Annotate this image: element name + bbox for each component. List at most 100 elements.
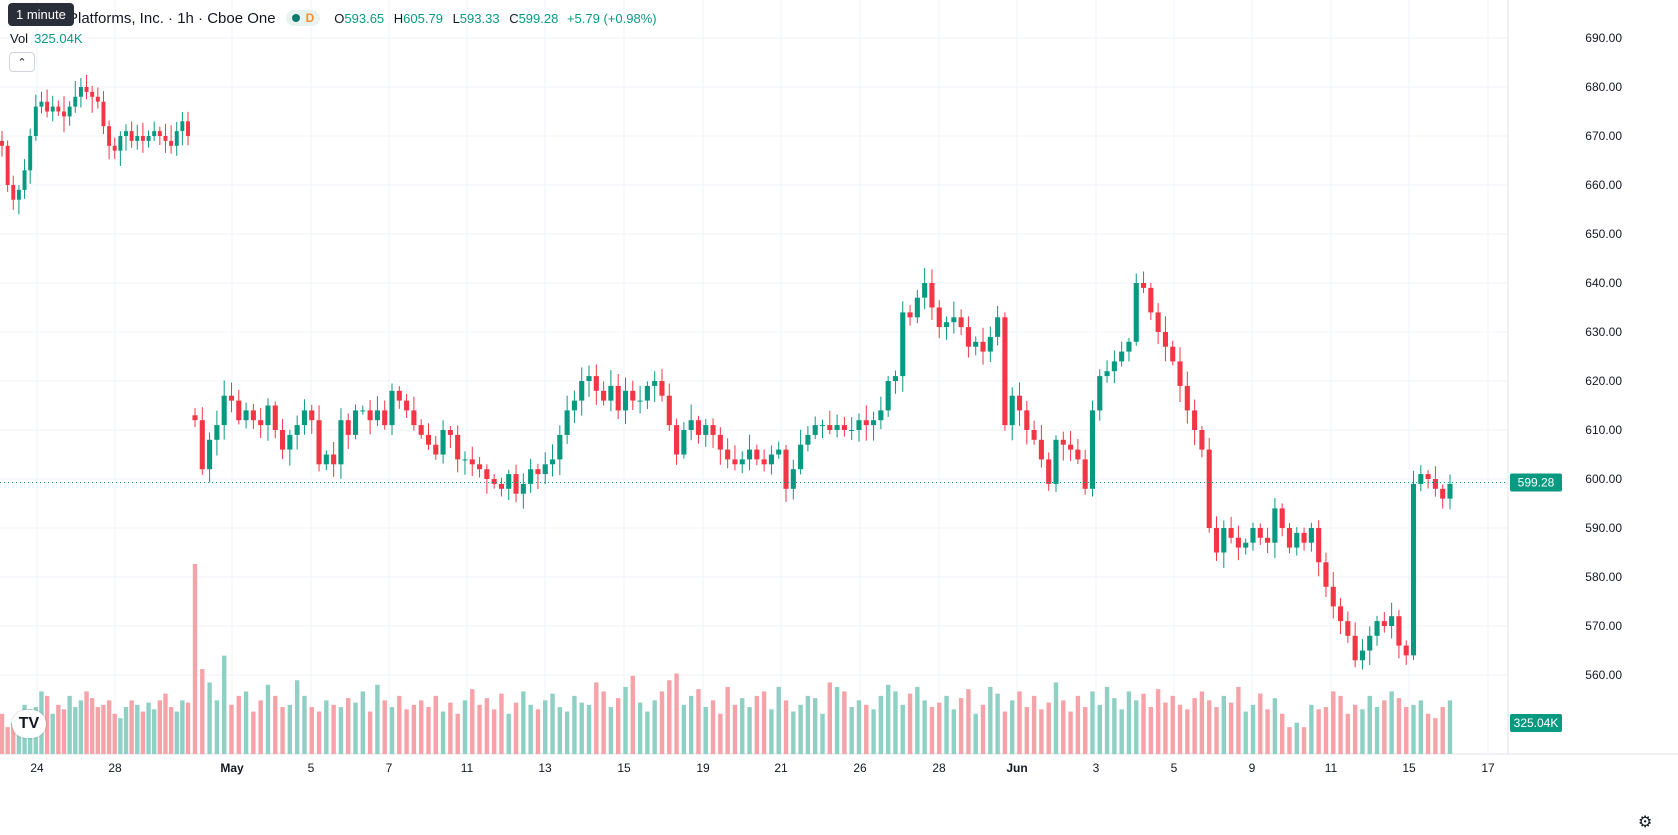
candle	[287, 429, 293, 466]
last-price-badge	[1510, 473, 1562, 492]
volume-bar	[123, 707, 129, 754]
volume-bar	[1170, 695, 1175, 754]
candle-body	[418, 425, 424, 435]
volume-bar	[243, 691, 249, 754]
candle-body	[50, 106, 55, 112]
volume-bar	[207, 682, 212, 754]
volume-bar	[309, 707, 314, 754]
candle	[834, 414, 840, 438]
tradingview-logo[interactable]: TV	[12, 710, 46, 738]
volume-bar	[564, 711, 570, 754]
candle	[608, 370, 614, 412]
candle-body	[630, 390, 636, 401]
candle-body	[1002, 317, 1008, 426]
candle-body	[717, 434, 723, 450]
candle	[1206, 438, 1212, 533]
volume-bar	[455, 713, 460, 754]
candle	[688, 404, 694, 441]
settings-gear-icon[interactable]: ⚙	[1638, 814, 1653, 831]
candle	[1031, 420, 1037, 445]
volume-bar	[1068, 711, 1073, 754]
candle	[506, 469, 512, 501]
candle	[265, 398, 271, 441]
candle	[16, 185, 21, 215]
candle	[1140, 271, 1147, 294]
candle-body	[1104, 371, 1110, 377]
volume-bar	[732, 704, 738, 754]
candle	[447, 425, 453, 449]
candle	[958, 309, 964, 336]
volume-bar	[106, 700, 112, 754]
candle	[250, 403, 256, 429]
volume-bar	[878, 695, 884, 754]
candle	[863, 405, 869, 441]
candle	[1308, 522, 1314, 552]
volume-bar	[180, 700, 185, 754]
candle-body	[1228, 528, 1234, 538]
volume-bar	[798, 704, 803, 754]
candle	[345, 413, 351, 449]
candle-body	[542, 464, 548, 475]
candle-body	[1192, 410, 1198, 430]
volume-bar	[1082, 707, 1088, 754]
volume-bar	[937, 702, 942, 754]
volume-bar	[1418, 700, 1424, 754]
candle	[535, 463, 541, 490]
x-tick-label: 11	[1325, 761, 1338, 775]
candle	[871, 411, 877, 441]
volume-bar	[382, 700, 387, 754]
y-tick-label: 640.00	[1585, 276, 1622, 290]
candle-body	[1374, 621, 1380, 636]
volume-bar	[174, 711, 179, 754]
volume-bar	[151, 709, 157, 754]
x-tick-label: 7	[386, 761, 393, 775]
candle	[922, 267, 928, 310]
volume-bar	[791, 711, 796, 754]
candle	[601, 381, 607, 406]
y-tick-label: 690.00	[1585, 31, 1622, 45]
volume-bar	[1155, 689, 1161, 754]
volume-bar	[951, 709, 957, 754]
candle	[768, 445, 774, 475]
candle	[90, 85, 95, 113]
candle-body	[331, 454, 337, 465]
candle-body	[608, 385, 614, 401]
volume-bar	[1228, 702, 1234, 754]
collapse-legend-button[interactable]: ⌃	[9, 52, 35, 72]
candle-body	[221, 395, 227, 426]
x-tick-label: 28	[108, 761, 122, 775]
candle-body	[710, 425, 716, 435]
candle	[1038, 424, 1044, 468]
candle	[214, 410, 220, 456]
candle-body	[695, 420, 702, 435]
symbol-title[interactable]: Platforms, Inc. · 1h · Cboe One	[68, 9, 276, 27]
candle	[135, 124, 140, 150]
candle-body	[1330, 586, 1336, 607]
volume-bar	[747, 707, 752, 754]
y-tick-label: 620.00	[1585, 374, 1622, 388]
candle-body	[469, 459, 475, 465]
volume-bar	[50, 713, 55, 754]
volume-bar	[1382, 700, 1387, 754]
volume-bar	[995, 693, 1000, 754]
candle	[192, 408, 198, 428]
market-status-badge[interactable]: D	[285, 10, 321, 26]
candle	[1126, 337, 1132, 362]
candle	[980, 327, 986, 365]
low-label: L	[452, 10, 460, 26]
volume-bar	[1053, 682, 1059, 754]
candle-body	[936, 307, 942, 328]
candle-body	[564, 410, 570, 435]
candle-body	[761, 459, 767, 465]
volume-bar	[572, 695, 577, 754]
candle-body	[513, 474, 519, 494]
candle	[1440, 484, 1446, 509]
candle-body	[768, 454, 774, 465]
volume-bar	[769, 709, 774, 754]
candle	[207, 432, 213, 483]
candle-body	[374, 410, 380, 421]
volume-bar	[1221, 695, 1227, 754]
candle	[1097, 369, 1103, 421]
candle-body	[1162, 332, 1168, 347]
